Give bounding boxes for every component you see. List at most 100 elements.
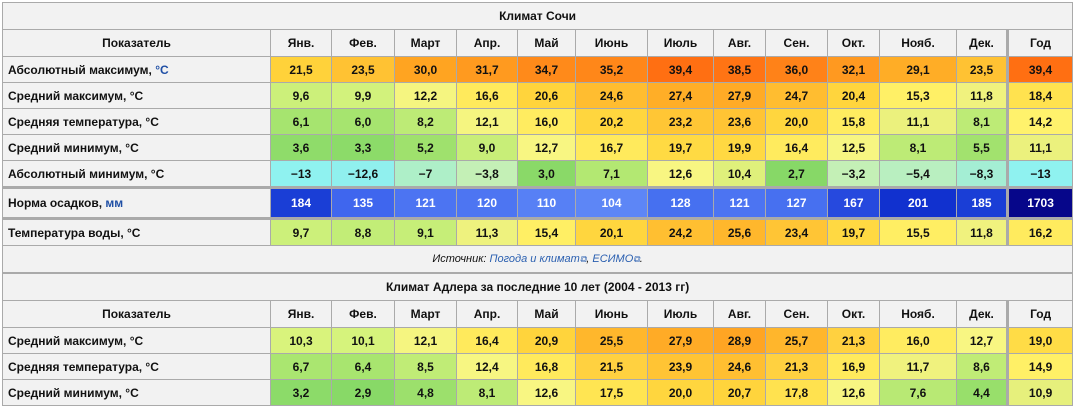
column-header: Июль xyxy=(647,300,714,328)
table-cell: 16,4 xyxy=(456,327,518,354)
row-label: Средний минимум, °C xyxy=(2,379,271,406)
table-cell: −3,2 xyxy=(827,160,880,188)
table-cell: 28,9 xyxy=(713,327,766,354)
column-header: Июль xyxy=(647,29,714,57)
table-cell: 3,6 xyxy=(270,134,332,161)
table-cell: 104 xyxy=(575,186,648,220)
table-cell: 8,1 xyxy=(879,134,957,161)
column-header: Год xyxy=(1005,29,1074,57)
table-row: Средняя температура, °C 6,7 6,4 8,5 12,4 16,8… xyxy=(2,353,1074,380)
row-label-text: Средний максимум, °C xyxy=(8,88,144,103)
source-prefix: Источник: xyxy=(432,253,490,265)
table-cell: 11,8 xyxy=(956,82,1008,109)
table-cell: 27,4 xyxy=(647,82,714,109)
table-cell: 19,0 xyxy=(1005,327,1074,354)
sochi-climate-table: Климат Сочи Показатель Янв. Фев. Март Апр. Май… xyxy=(1,2,1074,273)
table-cell: 17,5 xyxy=(575,379,648,406)
table-cell: 3,2 xyxy=(270,379,332,406)
row-label-text: Температура воды, °C xyxy=(8,225,141,240)
table-cell: 12,5 xyxy=(827,134,880,161)
table-cell: 25,5 xyxy=(575,327,648,354)
column-header: Апр. xyxy=(456,300,518,328)
table-cell: 15,5 xyxy=(879,218,957,246)
table-cell: 9,6 xyxy=(270,82,332,109)
table-cell: 23,5 xyxy=(956,56,1008,83)
row-label: Температура воды, °C xyxy=(2,218,271,246)
table-cell: 20,0 xyxy=(765,108,828,135)
table-cell: 25,7 xyxy=(765,327,828,354)
sochi-table-title: Климат Сочи xyxy=(1,2,1074,30)
row-label: Средняя температура, °C xyxy=(2,108,271,135)
row-label-text: Абсолютный максимум, xyxy=(8,62,156,77)
table-cell: 15,8 xyxy=(827,108,880,135)
table-cell: 19,7 xyxy=(647,134,714,161)
table-cell: 8,1 xyxy=(956,108,1008,135)
row-label-unit-link[interactable]: мм xyxy=(105,196,124,210)
table-cell: 12,7 xyxy=(517,134,576,161)
row-label: Средняя температура, °C xyxy=(2,353,271,380)
table-cell: 32,1 xyxy=(827,56,880,83)
table-cell: 8,5 xyxy=(394,353,457,380)
table-cell: 20,9 xyxy=(517,327,576,354)
table-cell: 24,6 xyxy=(713,353,766,380)
row-label-text: Средняя температура, °C xyxy=(8,359,159,374)
table-cell: 185 xyxy=(956,186,1008,220)
source-separator: , xyxy=(586,253,593,265)
table-cell: 2,7 xyxy=(765,160,828,188)
source-note: Источник: Погода и климат⧉, ЕСИМО⧉. xyxy=(1,245,1074,273)
table-cell: 39,4 xyxy=(1005,56,1074,83)
table-cell: 16,2 xyxy=(1005,218,1074,246)
external-link-icon: ⧉ xyxy=(633,254,640,264)
table-cell: 27,9 xyxy=(713,82,766,109)
table-row: Средняя температура, °C 6,1 6,0 8,2 12,1 16,0… xyxy=(2,108,1074,135)
table-cell: 23,5 xyxy=(331,56,395,83)
table-cell: 38,5 xyxy=(713,56,766,83)
adler-table-title: Климат Адлера за последние 10 лет (2004 … xyxy=(1,273,1074,301)
table-cell: 21,3 xyxy=(827,327,880,354)
table-cell: −3,8 xyxy=(456,160,518,188)
sochi-source-row: Источник: Погода и климат⧉, ЕСИМО⧉. xyxy=(1,245,1074,273)
table-cell: 9,0 xyxy=(456,134,518,161)
table-cell: 4,4 xyxy=(956,379,1008,406)
row-label-text: Средний максимум, °C xyxy=(8,333,144,348)
table-cell: 39,4 xyxy=(647,56,714,83)
row-label-text: Средний минимум, °C xyxy=(8,385,139,400)
table-row: Средний максимум, °C 9,6 9,9 12,2 16,6 20,6 24… xyxy=(2,82,1074,109)
row-label: Средний максимум, °C xyxy=(2,327,271,354)
table-cell: −5,4 xyxy=(879,160,957,188)
table-cell: 12,6 xyxy=(647,160,714,188)
column-header: Сен. xyxy=(765,29,828,57)
row-label: Средний минимум, °C xyxy=(2,134,271,161)
table-cell: 16,8 xyxy=(517,353,576,380)
table-row: Абсолютный максимум, °C 21,5 23,5 30,0 31,7 3… xyxy=(2,56,1074,83)
column-header: Авг. xyxy=(713,29,766,57)
table-cell: 36,0 xyxy=(765,56,828,83)
column-header: Янв. xyxy=(270,300,332,328)
table-cell: 16,4 xyxy=(765,134,828,161)
table-cell: 24,2 xyxy=(647,218,714,246)
row-label-unit-link[interactable]: °C xyxy=(155,62,169,77)
table-cell: 184 xyxy=(270,186,332,220)
column-header: Июнь xyxy=(575,29,648,57)
table-cell: 23,9 xyxy=(647,353,714,380)
table-cell: 6,1 xyxy=(270,108,332,135)
source-link-esimo[interactable]: ЕСИМО xyxy=(592,253,634,265)
row-label-text: Абсолютный минимум, °C xyxy=(8,166,165,181)
table-cell: 12,6 xyxy=(517,379,576,406)
row-label: Абсолютный максимум, °C xyxy=(2,56,271,83)
table-cell: 10,3 xyxy=(270,327,332,354)
table-cell: 12,1 xyxy=(456,108,518,135)
source-link-weather[interactable]: Погода и климат xyxy=(489,253,580,265)
table-cell: 16,7 xyxy=(575,134,648,161)
source-suffix: . xyxy=(639,253,643,265)
table-cell: 34,7 xyxy=(517,56,576,83)
table-cell: 24,7 xyxy=(765,82,828,109)
row-label: Норма осадков, мм xyxy=(2,186,271,220)
table-cell: 21,5 xyxy=(270,56,332,83)
table-cell: 15,4 xyxy=(517,218,576,246)
table-cell: 31,7 xyxy=(456,56,518,83)
column-header: Фев. xyxy=(331,29,395,57)
table-cell: −8,3 xyxy=(956,160,1008,188)
table-cell: 21,5 xyxy=(575,353,648,380)
